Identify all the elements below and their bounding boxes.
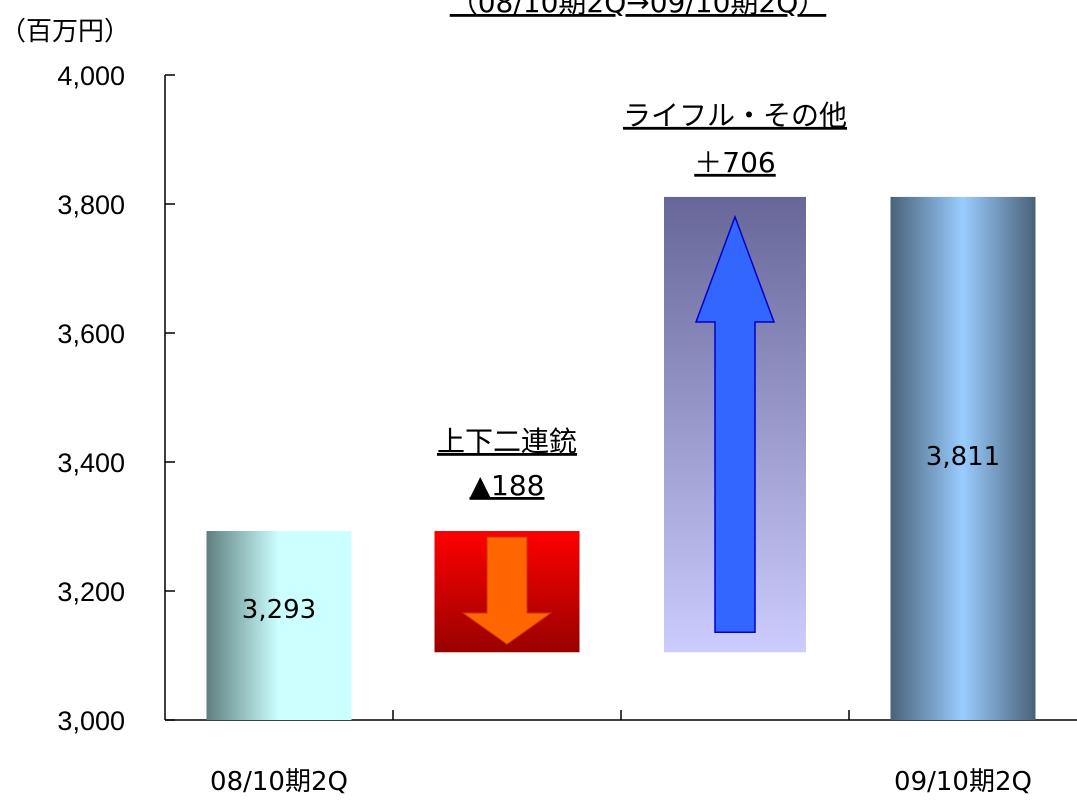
up-arrow-icon: [694, 214, 776, 634]
down-arrow-icon: [461, 536, 553, 645]
x-category-label: 08/10期2Q: [210, 767, 348, 797]
y-tick-label: 3,400: [57, 448, 125, 478]
change-name-label: ライフル・その他: [623, 99, 847, 132]
bar-value-label: 3,293: [242, 595, 316, 625]
unit-label: （百万円）: [0, 17, 130, 47]
x-category-label: 09/10期2Q: [894, 767, 1032, 797]
y-tick-label: 3,000: [57, 706, 125, 736]
y-tick-label: 3,600: [57, 319, 125, 349]
y-tick-label: 4,000: [57, 61, 125, 91]
bars: [206, 196, 1036, 720]
y-tick-label: 3,200: [57, 577, 125, 607]
annotations: 3,293 上下二連銃 ▲188 ライフル・その他 ＋706 3,811: [242, 99, 1000, 645]
bar-value-label: 3,811: [926, 442, 1000, 472]
chart-title: （08/10期2Q→09/10期2Q）: [450, 0, 827, 19]
y-tick-label: 3,800: [57, 190, 125, 220]
change-value-label: ▲188: [470, 469, 545, 502]
axes: 4,000 3,800 3,600 3,400 3,200 3,000 08/10期2Q 09…: [57, 61, 1077, 797]
bar: [890, 196, 1036, 720]
change-value-label: ＋706: [694, 146, 775, 179]
bar: [206, 531, 352, 720]
change-name-label: 上下二連銃: [437, 425, 577, 458]
